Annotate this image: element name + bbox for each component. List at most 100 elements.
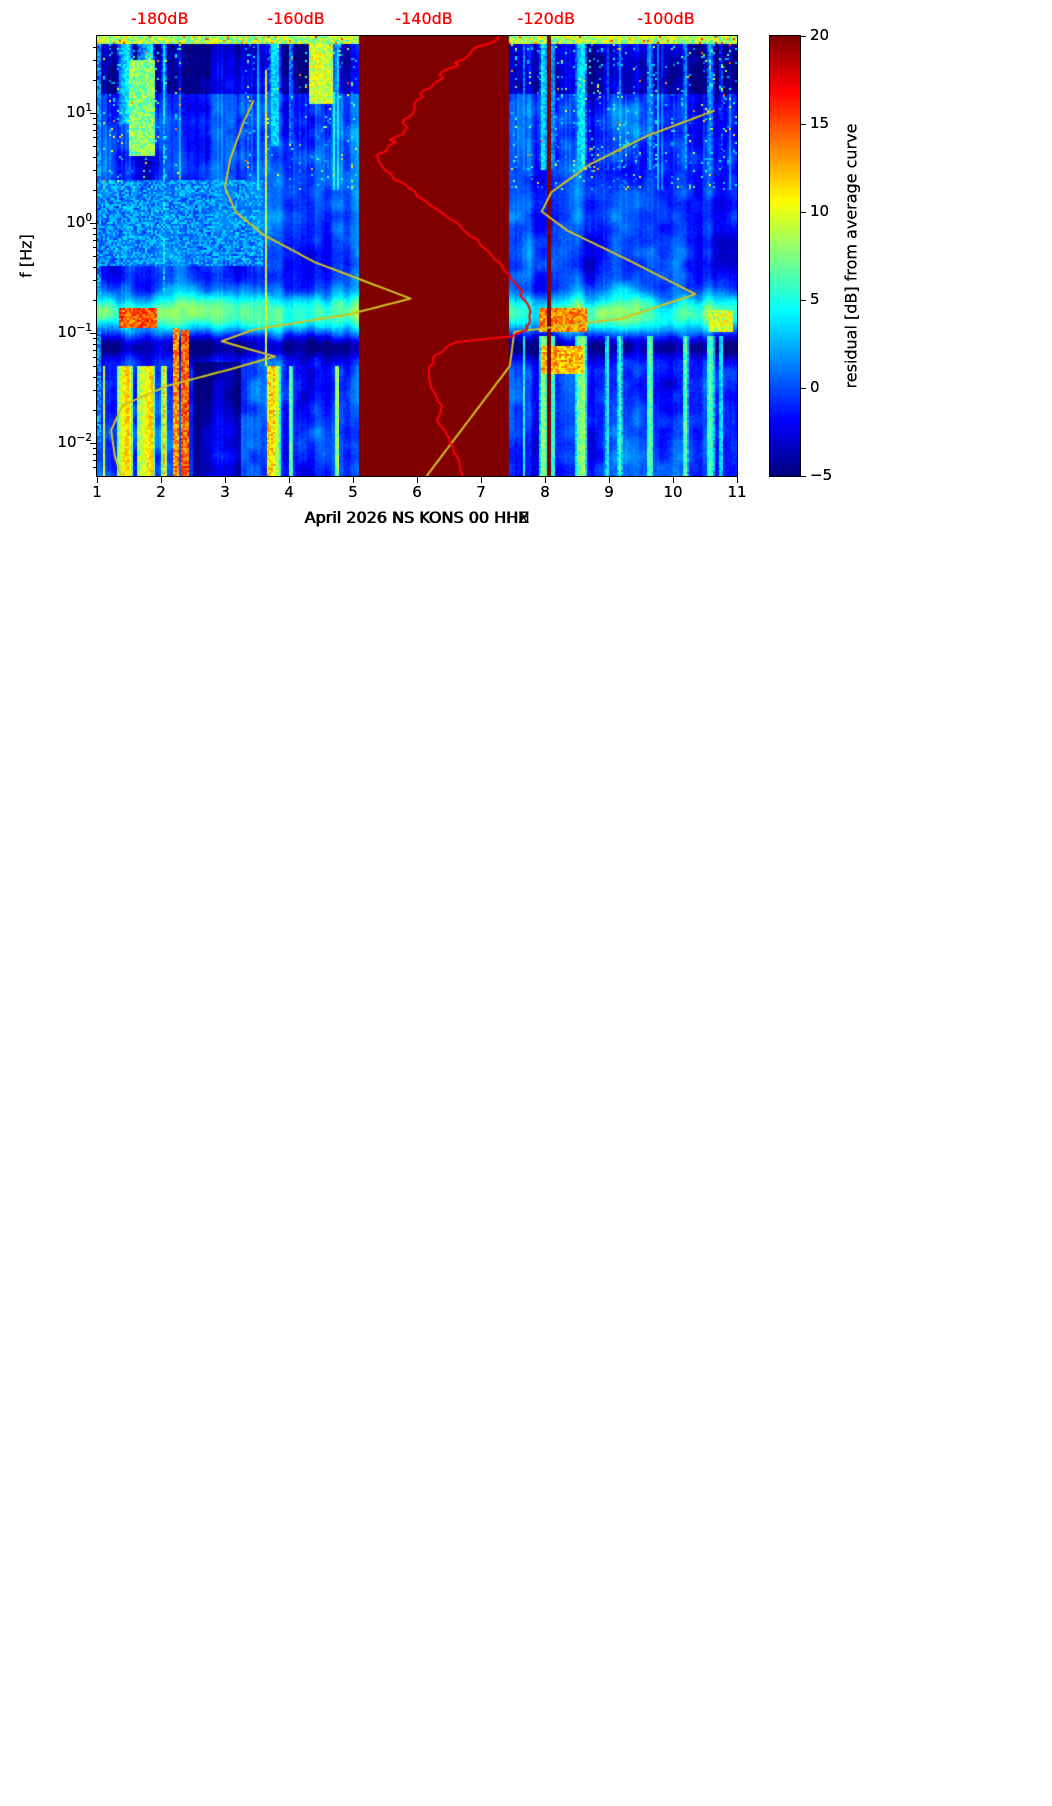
x-tick-label: 1: [92, 483, 102, 501]
top-db-label: -160dB: [267, 9, 325, 28]
y-minor-tick-mark: [93, 146, 96, 147]
colorbar-tick-label: −5: [810, 466, 833, 484]
y-tick-mark: [90, 113, 96, 114]
y-tick-label: 10−2: [57, 432, 92, 451]
x-tick-label: 5: [348, 483, 358, 501]
top-db-label: -140dB: [395, 9, 453, 28]
x-tick-label: 7: [476, 483, 486, 501]
x-tick-label: 8: [540, 483, 550, 501]
x-tick-label: 4: [284, 483, 294, 501]
y-minor-tick-mark: [93, 170, 96, 171]
colorbar-tick-label: 20: [810, 26, 830, 44]
colorbar-tick-label: 20: [810, 26, 830, 44]
y-tick-label: 100: [66, 212, 92, 231]
y-minor-tick-mark: [93, 448, 96, 449]
y-minor-tick-mark: [93, 357, 96, 358]
top-db-label: -180dB: [130, 9, 189, 28]
y-tick-mark: [90, 443, 96, 444]
colorbar-tick-label: −5: [810, 466, 833, 484]
panel-title: April 2026 NS KONS 00 HHZ: [304, 508, 530, 527]
colorbar-tick-mark: [801, 300, 806, 301]
x-tick-label: 11: [727, 483, 747, 501]
x-tick-mark: [161, 477, 162, 483]
x-tick-label: 6: [412, 483, 422, 501]
top-db-label: -100dB: [637, 9, 695, 28]
colorbar-tick-label: 0: [810, 378, 820, 396]
y-tick-label: 100: [66, 212, 92, 231]
y-tick-label: 101: [66, 102, 92, 121]
y-minor-tick-mark: [93, 247, 96, 248]
colorbar-tick-mark: [801, 212, 806, 213]
x-tick-mark: [225, 477, 226, 483]
x-tick-label: 11: [727, 483, 747, 501]
y-minor-tick-mark: [93, 460, 96, 461]
y-tick-label: 10−1: [57, 322, 92, 341]
top-db-label: -160dB: [267, 9, 325, 28]
colorbar-tick-label: 5: [810, 290, 820, 308]
x-tick-label: 6: [412, 483, 422, 501]
colorbar-tick-label: 5: [810, 290, 820, 308]
colorbar-tick-mark: [801, 388, 806, 389]
y-tick-label: 10−1: [57, 322, 92, 341]
x-tick-label: 8: [540, 483, 550, 501]
colorbar-tick-label: 5: [810, 290, 820, 308]
top-db-label: -120dB: [517, 9, 575, 28]
y-minor-tick-mark: [93, 47, 96, 48]
y-minor-tick-mark: [93, 157, 96, 158]
colorbar-tick-label: 0: [810, 378, 820, 396]
top-db-label: -160dB: [267, 9, 325, 28]
x-tick-label: 10: [663, 483, 683, 501]
y-tick-label: 10−2: [57, 432, 92, 451]
x-tick-label: 9: [604, 483, 614, 501]
y-tick-mark: [90, 333, 96, 334]
x-tick-label: 4: [284, 483, 294, 501]
colorbar-canvas: [770, 36, 800, 476]
x-tick-label: 2: [156, 483, 166, 501]
spectrogram-canvas: [97, 36, 737, 476]
colorbar-tick-label: 10: [810, 202, 830, 220]
x-tick-label: 11: [727, 483, 747, 501]
x-tick-label: 2: [156, 483, 166, 501]
y-tick-label: 100: [66, 212, 92, 231]
x-tick-label: 10: [663, 483, 683, 501]
y-minor-tick-mark: [93, 234, 96, 235]
x-tick-mark: [609, 477, 610, 483]
y-minor-tick-mark: [93, 118, 96, 119]
y-minor-tick-mark: [93, 454, 96, 455]
y-minor-tick-mark: [93, 338, 96, 339]
top-db-label: -180dB: [130, 9, 189, 28]
y-minor-tick-mark: [93, 467, 96, 468]
x-tick-label: 6: [412, 483, 422, 501]
x-tick-mark: [289, 477, 290, 483]
panel-title: April 2026 NS KONS 00 HHN: [304, 508, 530, 527]
y-minor-tick-mark: [93, 60, 96, 61]
x-tick-label: 3: [220, 483, 230, 501]
top-db-label: -100dB: [637, 9, 695, 28]
x-tick-label: 9: [604, 483, 614, 501]
top-db-label: -140dB: [395, 9, 453, 28]
y-tick-label: 10−1: [57, 322, 92, 341]
colorbar-tick-label: 15: [810, 114, 830, 132]
x-tick-label: 2: [156, 483, 166, 501]
x-tick-mark: [97, 477, 98, 483]
x-tick-label: 9: [604, 483, 614, 501]
colorbar-tick-label: 10: [810, 202, 830, 220]
colorbar-tick-label: 0: [810, 378, 820, 396]
panel-hhz: -180dB -160dB -140dB -120dB -100dB 1 2 3 4 5 6 7 8 9…: [0, 0, 1052, 602]
colorbar-tick-label: 10: [810, 202, 830, 220]
x-tick-label: 3: [220, 483, 230, 501]
x-tick-mark: [481, 477, 482, 483]
y-minor-tick-mark: [93, 256, 96, 257]
x-tick-label: 3: [220, 483, 230, 501]
colorbar-tick-label: 15: [810, 114, 830, 132]
x-tick-label: 5: [348, 483, 358, 501]
colorbar-tick-label: −5: [810, 466, 833, 484]
y-minor-tick-mark: [93, 228, 96, 229]
y-minor-tick-mark: [93, 240, 96, 241]
colorbar-tick-label: 15: [810, 114, 830, 132]
top-db-label: -120dB: [517, 9, 575, 28]
y-tick-label: 101: [66, 102, 92, 121]
top-db-label: -100dB: [637, 9, 695, 28]
x-tick-label: 5: [348, 483, 358, 501]
